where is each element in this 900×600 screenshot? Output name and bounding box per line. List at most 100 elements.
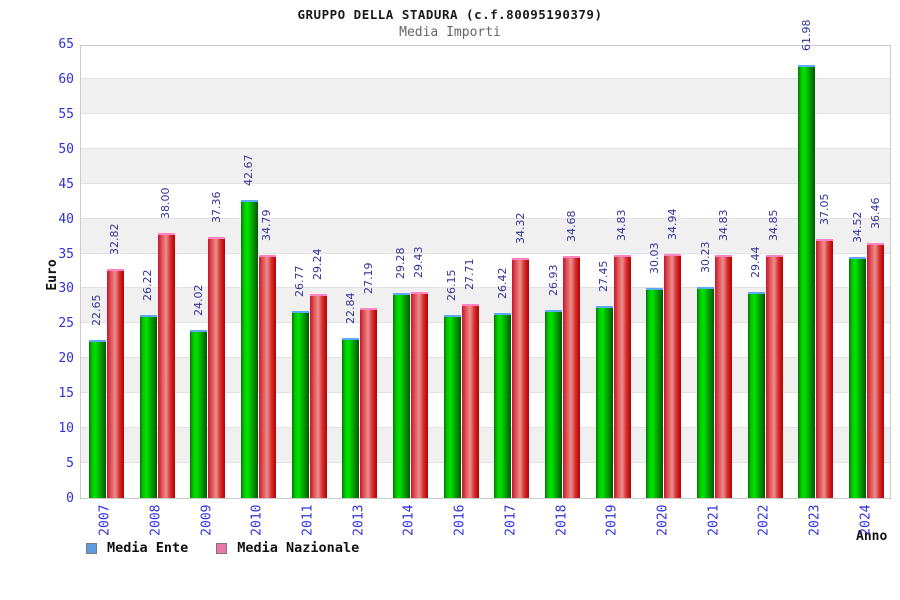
value-label-red-2018: 34.68 — [564, 210, 578, 243]
value-label-green-2024: 34.52 — [850, 211, 864, 244]
value-label-green-2022: 29.44 — [749, 246, 763, 279]
bar-media-ente-2018 — [545, 310, 563, 498]
value-label-red-2023: 37.05 — [817, 193, 831, 226]
value-label-green-2010: 42.67 — [242, 154, 256, 187]
legend-swatch-media-ente — [86, 542, 97, 554]
value-label-green-2008: 26.22 — [141, 269, 155, 302]
y-tick-label-50: 50 — [58, 141, 74, 157]
bar-media-ente-2014 — [392, 293, 410, 498]
value-label-red-2019: 34.83 — [615, 209, 629, 242]
bar-media-nazionale-2018 — [563, 256, 581, 498]
bar-media-ente-2011 — [291, 311, 309, 498]
value-label-red-2021: 34.83 — [716, 209, 730, 242]
bar-media-nazionale-2008 — [157, 233, 175, 498]
x-tick-label-2022: 2022 — [756, 504, 772, 536]
value-label-red-2010: 34.79 — [260, 209, 274, 242]
value-label-green-2018: 26.93 — [546, 264, 560, 297]
y-tick-label-60: 60 — [58, 71, 74, 87]
y-tick-label-55: 55 — [58, 106, 74, 122]
plot-band — [81, 78, 890, 114]
bar-media-ente-2017 — [494, 313, 512, 498]
legend-swatch-media-nazionale — [216, 542, 228, 554]
bar-media-ente-2010 — [240, 200, 258, 498]
y-tick-label-15: 15 — [58, 386, 74, 402]
bar-media-nazionale-2022 — [765, 255, 783, 498]
gridline — [81, 287, 890, 289]
bar-media-nazionale-2023 — [816, 239, 834, 498]
y-tick-label-45: 45 — [58, 176, 74, 192]
gridline — [81, 462, 890, 464]
y-tick-label-30: 30 — [58, 281, 74, 297]
value-label-red-2020: 34.94 — [665, 208, 679, 241]
value-label-green-2023: 61.98 — [799, 19, 813, 52]
bar-media-nazionale-2024 — [867, 243, 885, 498]
bar-media-ente-2009 — [190, 330, 208, 498]
y-tick-label-10: 10 — [58, 421, 74, 437]
x-axis-label: Anno — [856, 529, 888, 544]
y-tick-label-40: 40 — [58, 211, 74, 227]
legend-item-media-ente: Media Ente — [86, 540, 188, 556]
legend: Media Ente Media Nazionale — [86, 540, 359, 556]
x-tick-label-2007: 2007 — [97, 504, 113, 536]
value-label-red-2014: 29.43 — [412, 246, 426, 279]
value-label-red-2016: 27.71 — [463, 258, 477, 291]
bar-media-nazionale-2014 — [410, 292, 428, 498]
value-label-green-2019: 27.45 — [597, 260, 611, 293]
value-label-red-2011: 29.24 — [311, 248, 325, 281]
plot-area: 22.65 32.82 26.22 38.00 24.02 37.36 42.67 34.79… — [80, 20, 891, 499]
bar-media-nazionale-2011 — [309, 294, 327, 498]
value-label-green-2007: 22.65 — [90, 294, 104, 327]
x-tick-label-2011: 2011 — [300, 504, 316, 536]
value-label-red-2007: 32.82 — [108, 223, 122, 256]
gridline — [81, 112, 890, 114]
bar-media-ente-2024 — [849, 257, 867, 498]
y-tick-label-25: 25 — [58, 316, 74, 332]
x-tick-label-2018: 2018 — [554, 504, 570, 536]
chart-subtitle: Media Importi — [399, 25, 501, 40]
value-label-green-2020: 30.03 — [647, 242, 661, 275]
value-label-red-2008: 38.00 — [159, 187, 173, 220]
legend-label: Media Nazionale — [237, 540, 360, 556]
bar-media-nazionale-2007 — [106, 269, 124, 498]
bar-media-nazionale-2021 — [715, 255, 733, 498]
gridline — [81, 252, 890, 254]
value-label-green-2013: 22.84 — [343, 292, 357, 325]
value-label-green-2016: 26.15 — [445, 269, 459, 302]
bar-media-nazionale-2016 — [461, 304, 479, 498]
value-label-green-2011: 26.77 — [293, 265, 307, 298]
legend-label: Media Ente — [107, 540, 189, 556]
gridline — [81, 392, 890, 394]
bar-media-ente-2013 — [342, 338, 360, 498]
gridline — [81, 357, 890, 359]
bar-media-ente-2020 — [646, 288, 664, 498]
gridline — [81, 427, 890, 429]
x-tick-label-2023: 2023 — [807, 504, 823, 536]
x-tick-label-2016: 2016 — [452, 504, 468, 536]
x-tick-label-2014: 2014 — [401, 504, 417, 536]
x-tick-label-2019: 2019 — [604, 504, 620, 536]
x-tick-label-2013: 2013 — [351, 504, 367, 536]
bar-media-ente-2019 — [595, 306, 613, 498]
gridline — [81, 147, 890, 149]
bar-media-ente-2023 — [798, 65, 816, 498]
x-tick-label-2010: 2010 — [249, 504, 265, 536]
value-label-red-2009: 37.36 — [209, 191, 223, 224]
bar-media-nazionale-2013 — [360, 308, 378, 498]
x-tick-label-2017: 2017 — [503, 504, 519, 536]
bar-media-ente-2016 — [443, 315, 461, 498]
value-label-red-2022: 34.85 — [767, 209, 781, 242]
plot-band — [81, 148, 890, 184]
value-label-green-2009: 24.02 — [191, 284, 205, 317]
value-label-green-2021: 30.23 — [698, 241, 712, 274]
bar-media-nazionale-2020 — [664, 254, 682, 498]
value-label-green-2017: 26.42 — [495, 267, 509, 300]
gridline — [81, 322, 890, 324]
x-tick-label-2020: 2020 — [655, 504, 671, 536]
y-tick-label-0: 0 — [66, 491, 74, 506]
x-tick-label-2024: 2024 — [858, 504, 874, 536]
y-tick-label-65: 65 — [58, 37, 74, 52]
bar-media-ente-2022 — [747, 292, 765, 498]
bar-media-nazionale-2010 — [258, 255, 276, 498]
value-label-green-2014: 29.28 — [394, 247, 408, 280]
